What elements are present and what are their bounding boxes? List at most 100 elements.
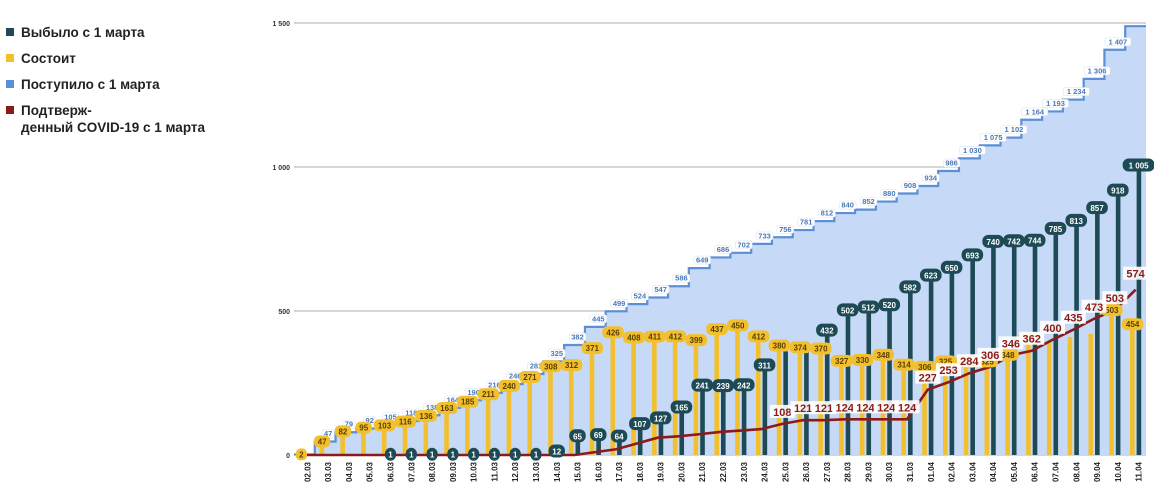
x-tick-label: 10.03 bbox=[470, 461, 479, 482]
discharged-bar bbox=[637, 424, 643, 455]
admitted-label: 105 bbox=[384, 412, 397, 421]
covid-label: 473 bbox=[1085, 302, 1103, 314]
x-tick-label: 26.03 bbox=[802, 461, 811, 482]
discharged-bar bbox=[1095, 208, 1100, 455]
current-label-bg bbox=[498, 379, 520, 392]
admitted-label: 649 bbox=[696, 256, 709, 265]
admitted-label: 79 bbox=[345, 420, 353, 429]
x-tick-label: 20.03 bbox=[677, 461, 686, 482]
x-tick-label: 06.04 bbox=[1031, 461, 1040, 482]
current-label: 371 bbox=[586, 344, 600, 353]
x-tick-label: 01.04 bbox=[927, 461, 936, 482]
discharged-label-bg bbox=[920, 268, 942, 282]
current-label-bg bbox=[581, 342, 604, 355]
discharged-label: 744 bbox=[1028, 237, 1042, 246]
discharged-label: 1 bbox=[451, 451, 456, 460]
current-label: 325 bbox=[939, 357, 953, 366]
covid-label: 435 bbox=[1064, 313, 1082, 325]
discharged-label-bg bbox=[1044, 221, 1067, 235]
current-label-bg bbox=[914, 360, 936, 373]
current-label: 136 bbox=[419, 412, 433, 421]
discharged-label: 241 bbox=[696, 382, 710, 391]
current-label: 325 bbox=[980, 357, 994, 366]
legend-swatch-covid bbox=[6, 106, 14, 114]
current-label: 408 bbox=[627, 333, 641, 342]
current-label: 306 bbox=[918, 363, 932, 372]
discharged-label-bg bbox=[899, 280, 921, 294]
discharged-bar bbox=[617, 436, 622, 455]
admitted-label: 1 306 bbox=[1088, 66, 1107, 75]
discharged-label-bg bbox=[405, 447, 417, 461]
admitted-label: 934 bbox=[925, 174, 938, 183]
discharged-bar bbox=[866, 307, 872, 455]
admitted-label: 499 bbox=[613, 299, 626, 308]
discharged-label: 107 bbox=[633, 420, 647, 429]
covid-label-bg bbox=[873, 400, 899, 414]
discharged-label: 1 bbox=[513, 451, 518, 460]
legend-label-covid: Подтверж- денный COVID-19 с 1 марта bbox=[21, 103, 206, 135]
admitted-label: 840 bbox=[841, 201, 854, 210]
current-label: 82 bbox=[338, 427, 347, 436]
covid-label: 121 bbox=[794, 403, 812, 415]
admitted-label: 1 102 bbox=[1005, 125, 1024, 134]
discharged-bar bbox=[824, 330, 830, 455]
covid-label: 574 bbox=[1126, 269, 1145, 281]
discharged-bar bbox=[1074, 220, 1079, 455]
current-label-bg bbox=[394, 415, 417, 428]
admitted-label: 246 bbox=[509, 372, 522, 381]
admitted-label: 1 234 bbox=[1067, 87, 1087, 96]
current-label-bg bbox=[456, 395, 479, 408]
discharged-label: 1 bbox=[409, 451, 414, 460]
admitted-label: 586 bbox=[675, 274, 688, 283]
x-tick-label: 07.03 bbox=[407, 461, 416, 482]
admitted-label-bg bbox=[959, 146, 986, 155]
x-tick-label: 16.03 bbox=[594, 461, 603, 482]
discharged-bar bbox=[908, 287, 913, 455]
x-tick-label: 05.04 bbox=[1010, 461, 1019, 482]
legend-swatch-admitted bbox=[6, 80, 14, 88]
current-label: 116 bbox=[399, 418, 412, 427]
discharged-label-bg bbox=[816, 323, 838, 337]
discharged-label: 650 bbox=[945, 264, 959, 273]
covid-label: 124 bbox=[856, 402, 875, 414]
x-tick-label: 03.03 bbox=[324, 461, 333, 482]
covid-label-bg bbox=[852, 400, 878, 414]
current-label-bg bbox=[706, 323, 728, 336]
current-label-bg bbox=[313, 435, 331, 448]
current-bar bbox=[652, 336, 657, 455]
current-bar bbox=[506, 385, 512, 455]
discharged-label-bg bbox=[1065, 213, 1088, 227]
current-bar bbox=[527, 376, 532, 455]
admitted-label: 118 bbox=[405, 409, 417, 418]
admitted-label-bg bbox=[776, 224, 795, 234]
current-label-bg bbox=[685, 334, 708, 347]
admitted-label: 445 bbox=[592, 314, 605, 323]
current-label: 95 bbox=[359, 424, 368, 433]
x-tick-label: 03.04 bbox=[968, 461, 977, 482]
covid-label: 124 bbox=[898, 402, 917, 414]
discharged-label-bg bbox=[691, 378, 714, 392]
legend-label-discharged: Выбыло с 1 марта bbox=[21, 25, 145, 40]
discharged-label-bg bbox=[530, 447, 542, 461]
discharged-label-bg bbox=[590, 428, 607, 442]
current-bar bbox=[465, 401, 470, 455]
covid-label: 503 bbox=[1106, 293, 1124, 305]
admitted-label: 164 bbox=[447, 395, 460, 404]
current-label-bg bbox=[519, 370, 541, 383]
discharged-bar bbox=[679, 407, 685, 455]
current-label-bg bbox=[726, 319, 749, 332]
covid-label-bg bbox=[1019, 331, 1045, 345]
discharged-label-bg bbox=[1023, 233, 1046, 247]
discharged-label-bg bbox=[753, 358, 776, 372]
covid-label-bg bbox=[790, 401, 816, 415]
discharged-bar bbox=[741, 385, 747, 455]
admitted-label-bg bbox=[818, 208, 836, 218]
discharged-label-bg bbox=[426, 447, 438, 461]
discharged-label-bg bbox=[1003, 234, 1025, 248]
current-label: 271 bbox=[523, 373, 537, 382]
discharged-label: 512 bbox=[862, 304, 876, 313]
current-label-bg bbox=[539, 360, 562, 373]
admitted-label: 812 bbox=[821, 209, 834, 218]
discharged-label-bg bbox=[961, 248, 984, 262]
discharged-label: 693 bbox=[966, 251, 980, 260]
